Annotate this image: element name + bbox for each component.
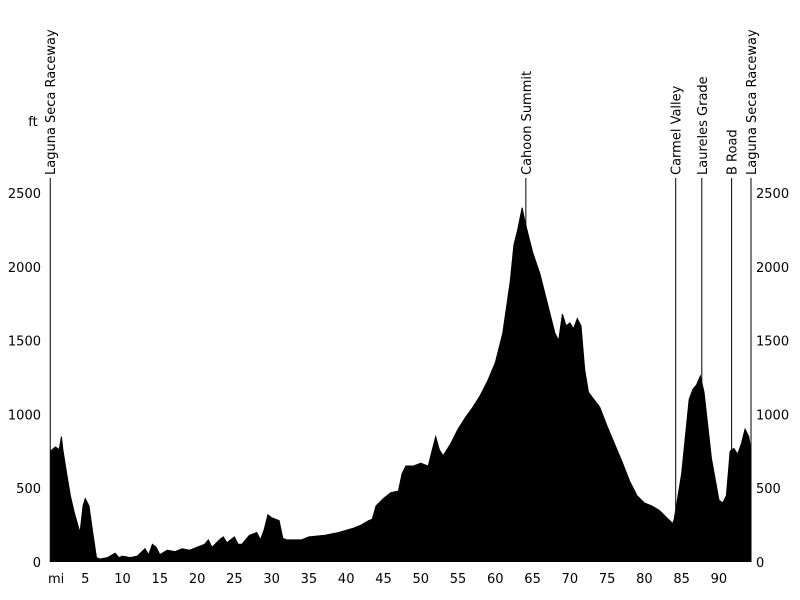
y-tick-label: 2000: [8, 261, 41, 276]
x-tick-label: 70: [562, 572, 579, 587]
elevation-line: [49, 207, 752, 560]
y-axis-label: ft: [28, 115, 37, 130]
y-tick-label: 1000: [8, 408, 41, 423]
x-tick-label: 75: [599, 572, 616, 587]
x-tick-label: 5: [81, 572, 89, 587]
x-tick-label: 35: [301, 572, 318, 587]
x-tick-label: 10: [114, 572, 131, 587]
x-tick-label: 65: [524, 572, 541, 587]
annotation-label: Laguna Seca Raceway: [44, 29, 59, 175]
annotation-label: Carmel Valley: [670, 85, 685, 175]
x-tick-label: 80: [636, 572, 653, 587]
x-tick-label: 55: [450, 572, 467, 587]
y-tick-label-right: 500: [756, 482, 781, 497]
x-tick-label: 50: [412, 572, 429, 587]
x-tick-label: 40: [338, 572, 355, 587]
annotation-label: B Road: [726, 129, 741, 175]
annotation-label: Cahoon Summit: [520, 71, 535, 175]
y-tick-label-right: 1500: [756, 335, 789, 350]
x-tick-label: 45: [375, 572, 392, 587]
x-tick-label: 25: [226, 572, 243, 587]
y-tick-label-right: 0: [756, 556, 764, 571]
x-axis-label: mi: [48, 572, 64, 587]
y-tick-label-right: 2000: [756, 261, 789, 276]
annotation-label: Laguna Seca Raceway: [745, 29, 760, 175]
x-tick-label: 85: [673, 572, 690, 587]
y-tick-label: 0: [33, 556, 41, 571]
annotation-label: Laureles Grade: [696, 76, 711, 175]
x-tick-label: 60: [487, 572, 504, 587]
x-tick-label: 30: [263, 572, 280, 587]
y-tick-label: 2500: [8, 187, 41, 202]
y-tick-label: 1500: [8, 335, 41, 350]
y-tick-label: 500: [16, 482, 41, 497]
y-tick-label-right: 2500: [756, 187, 789, 202]
y-tick-label-right: 1000: [756, 408, 789, 423]
x-tick-label: 15: [152, 572, 169, 587]
x-tick-label: 90: [711, 572, 728, 587]
area-fill: [50, 207, 752, 562]
x-tick-label: 20: [189, 572, 206, 587]
